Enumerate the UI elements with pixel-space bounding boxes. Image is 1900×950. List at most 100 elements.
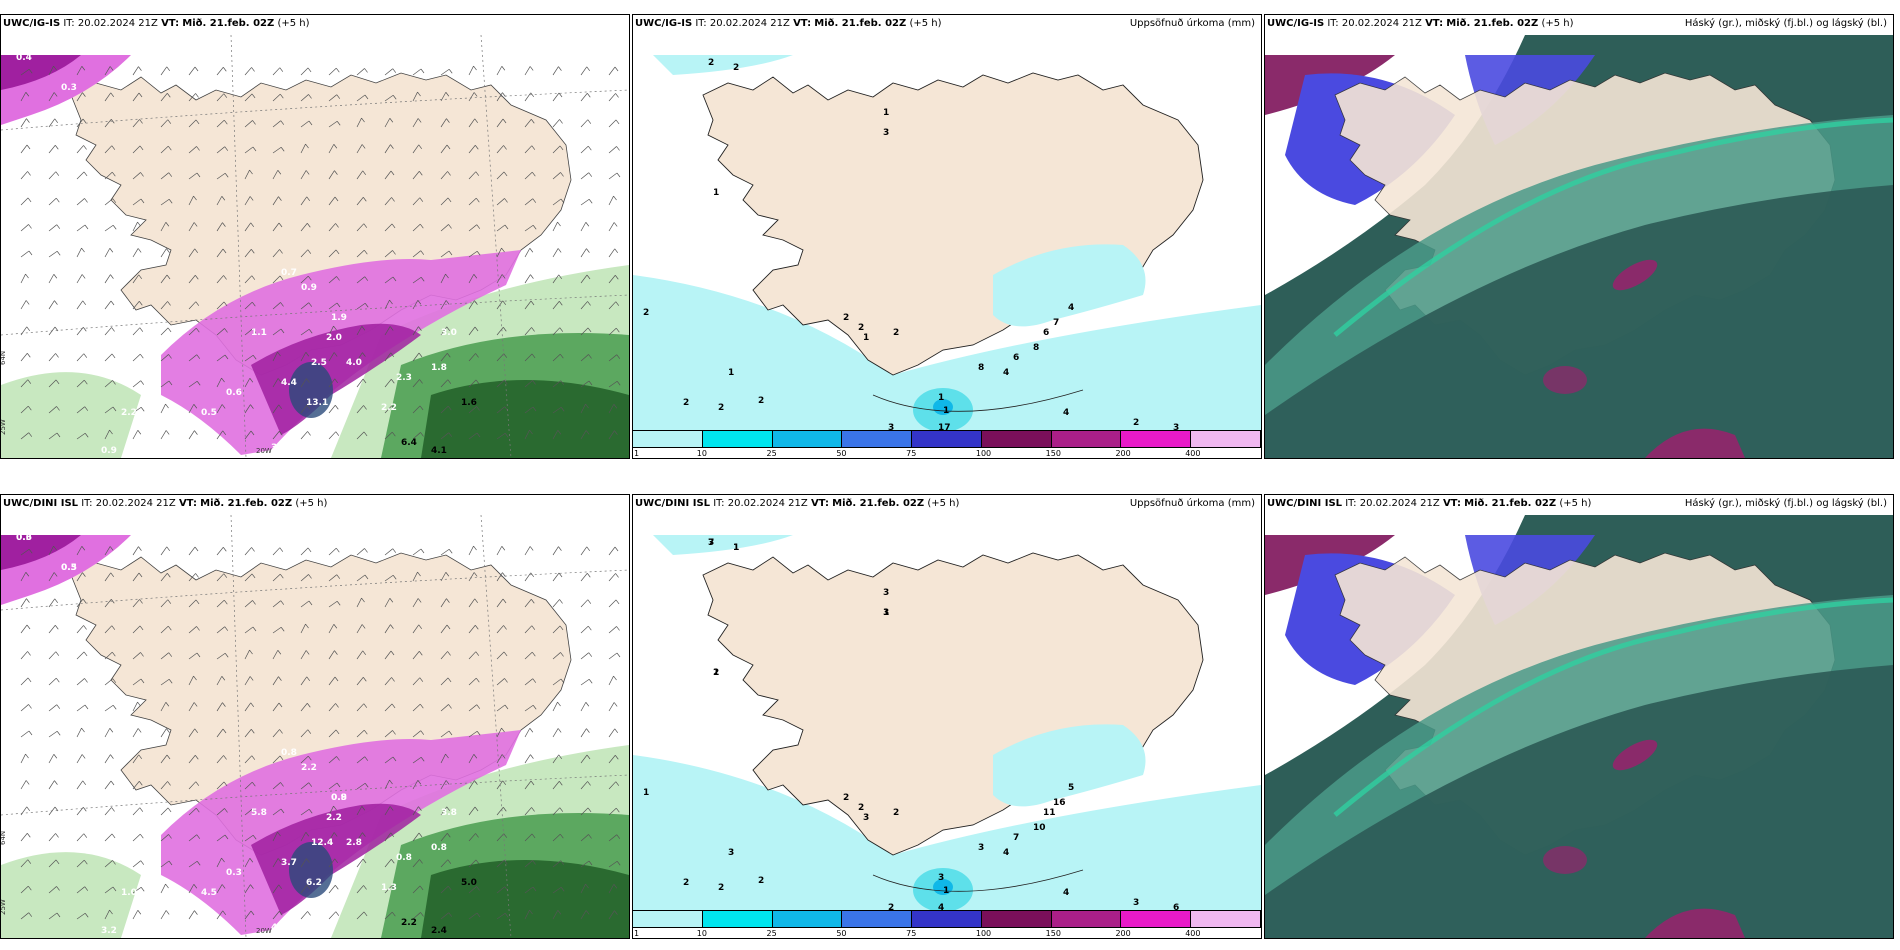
wind-barb [132, 546, 139, 556]
wind-barb [20, 704, 29, 712]
precip-value: 4 [1003, 368, 1009, 378]
precip-value: 1.6 [461, 398, 477, 408]
wind-barb-flag [305, 623, 309, 629]
wind-barb-flag [221, 404, 226, 409]
wind-barb [524, 119, 532, 128]
wind-barb [552, 678, 562, 686]
wind-barb [608, 626, 617, 634]
wind-barb [76, 704, 86, 712]
wind-barb [552, 380, 561, 388]
wind-barb-flag [560, 407, 565, 412]
wind-barb-flag [280, 302, 284, 307]
wind-barb-flag [277, 351, 281, 357]
wind-barb-flag [503, 353, 508, 358]
wind-barb [440, 353, 448, 362]
wind-barb [244, 884, 251, 894]
wind-barb [160, 599, 169, 608]
wind-barb [496, 118, 504, 128]
wind-barb-flag [84, 224, 89, 230]
wind-barb-flag [196, 626, 200, 631]
precip-value: 6.4 [401, 438, 417, 448]
precip-value: 3 [938, 873, 944, 883]
wind-barb [104, 599, 112, 608]
wind-barb-flag [252, 600, 256, 605]
wind-barb [20, 250, 30, 258]
colorbar-swatch [1051, 911, 1122, 927]
wind-barb-flag [112, 678, 117, 683]
wind-barb-flag [532, 171, 536, 177]
latitude-label: 64N [1, 831, 7, 845]
wind-barb [272, 626, 282, 634]
wind-barb-flag [391, 677, 395, 682]
wind-barb [76, 92, 83, 102]
wind-barb [48, 300, 55, 310]
wind-barb [384, 223, 393, 232]
wind-barb-flag [557, 248, 562, 253]
wind-barb-flag [503, 171, 508, 177]
wind-barb [328, 405, 336, 414]
wind-barb [440, 224, 449, 232]
precip-value: 2 [713, 668, 719, 678]
wind-barb-flag [560, 887, 565, 892]
wind-barb [384, 806, 391, 816]
wind-barb [132, 701, 138, 712]
wind-barb-flag [475, 625, 479, 630]
wind-barb [244, 222, 252, 232]
wind-barb [440, 859, 449, 868]
wind-barb-flag [391, 885, 396, 890]
wind-barb-flag [54, 598, 59, 604]
wind-barb-flag [308, 329, 313, 334]
wind-barb-flag [54, 780, 58, 785]
wind-barb [552, 728, 559, 738]
wind-barb [440, 92, 447, 102]
wind-barb-flag [363, 703, 368, 708]
wind-barb [328, 574, 337, 582]
wind-barb [244, 834, 254, 842]
wind-barb-flag [112, 705, 117, 710]
wind-barb-flag [278, 196, 282, 201]
wind-barb-flag [112, 171, 116, 177]
wind-barb [20, 912, 29, 920]
wind-barb [580, 248, 587, 258]
precip-value: 7 [1013, 833, 1019, 843]
wind-barb-flag [81, 754, 86, 759]
wind-barb-flag [140, 678, 145, 684]
precip-value: 4 [1068, 303, 1074, 313]
wind-barb-flag [613, 675, 617, 681]
wind-barb [356, 782, 366, 790]
wind-barb [328, 325, 334, 336]
wind-barb-flag [56, 432, 61, 438]
wind-barb-flag [56, 197, 60, 203]
wind-barb [160, 754, 168, 764]
wind-barb-flag [560, 380, 565, 385]
cloud-low-dense [1265, 185, 1893, 458]
wind-barb [300, 249, 309, 258]
wind-barb-flag [138, 754, 143, 760]
wind-barb-flag [55, 625, 59, 630]
wind-barb [524, 171, 533, 180]
wind-barb-flag [140, 353, 144, 359]
wind-barb [48, 406, 57, 414]
precip-value: 13.1 [306, 398, 328, 408]
wind-barb-flag [335, 885, 339, 890]
wind-barb [272, 808, 282, 816]
wind-barb [216, 404, 223, 414]
wind-barb [244, 858, 251, 868]
wind-barb [468, 572, 475, 582]
precip-value: 2 [733, 63, 739, 73]
wind-barb [440, 118, 447, 128]
colorbar-swatch [702, 911, 773, 927]
wind-barb [48, 651, 57, 660]
wind-barb-flag [560, 198, 565, 204]
precip-value: 0.8 [431, 843, 447, 853]
wind-barb-flag [474, 806, 479, 812]
wind-barb-flag [251, 755, 256, 760]
wind-barb [524, 145, 533, 154]
wind-barb [132, 625, 141, 634]
wind-barb-flag [307, 547, 312, 553]
wind-barb-flag [109, 429, 113, 435]
wind-barb [356, 858, 364, 868]
wind-barb [552, 781, 560, 790]
wind-barb [244, 146, 254, 154]
wind-barb-flag [391, 703, 396, 709]
